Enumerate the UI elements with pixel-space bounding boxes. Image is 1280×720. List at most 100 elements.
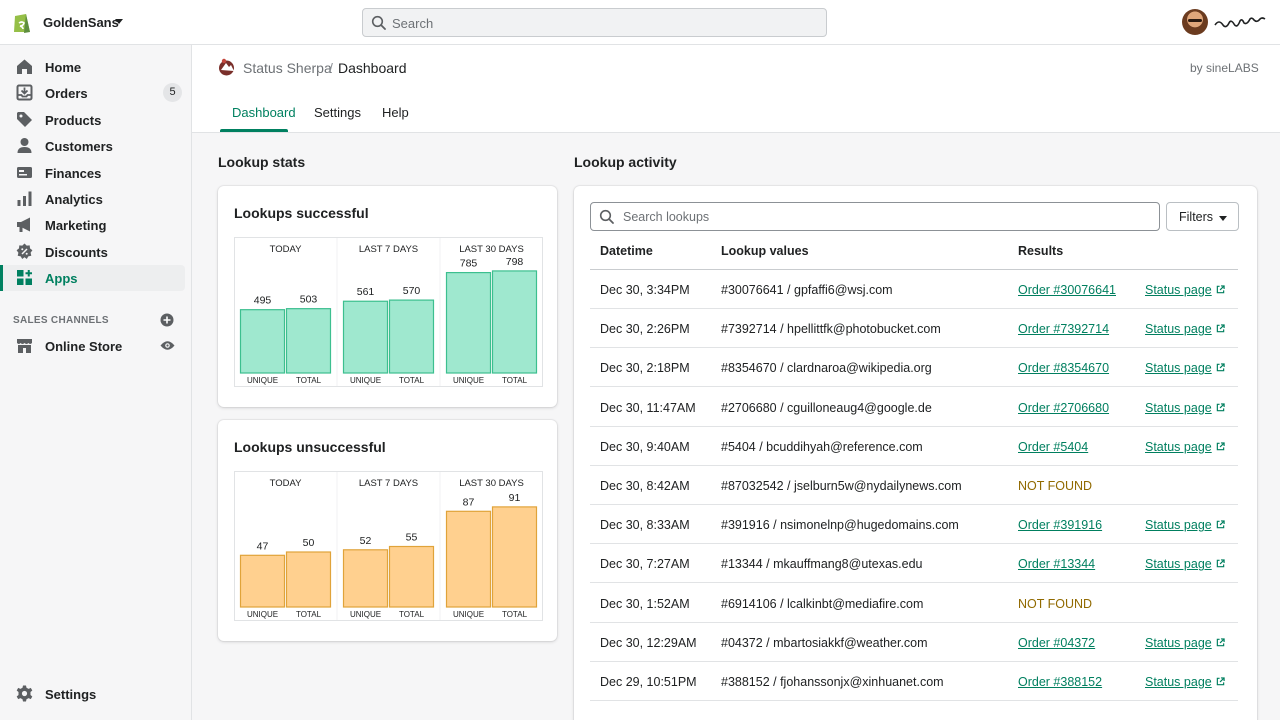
row-datetime: Dec 30, 2:26PM <box>600 322 690 337</box>
chart-bar <box>239 309 286 374</box>
status-page-link[interactable]: Status page <box>1145 361 1225 375</box>
sidebar-item-online-store[interactable]: Online Store <box>0 333 185 359</box>
chart-bar <box>491 270 538 374</box>
bar-category-label: UNIQUE <box>247 610 278 619</box>
column-header-results[interactable]: Results <box>1018 244 1064 258</box>
table-header: Datetime Lookup values Results <box>590 232 1238 270</box>
order-link[interactable]: Order #8354670 <box>1018 361 1110 376</box>
status-page-link[interactable]: Status page <box>1145 401 1225 415</box>
bar-category-label: TOTAL <box>296 610 322 619</box>
shopify-bag-icon[interactable] <box>12 11 32 34</box>
status-page-label: Status page <box>1145 635 1212 650</box>
status-page-link[interactable]: Status page <box>1145 283 1225 297</box>
table-row: Dec 30, 2:26PM #7392714 / hpellittfk@phot… <box>590 309 1238 349</box>
external-link-icon <box>1216 402 1225 411</box>
bar-value-label: 561 <box>357 286 375 298</box>
lookup-search-field[interactable]: Search lookups <box>590 202 1160 231</box>
tab-help[interactable]: Help <box>382 105 409 120</box>
page-title: Dashboard <box>338 60 407 76</box>
sidebar-item-analytics[interactable]: Analytics <box>0 186 185 212</box>
column-header-datetime[interactable]: Datetime <box>600 244 653 258</box>
gear-icon <box>16 685 33 702</box>
avatar[interactable] <box>1182 9 1208 35</box>
order-link[interactable]: Order #13344 <box>1018 557 1096 572</box>
lookups-unsuccessful-card: Lookups unsuccessful TODAY 47 UNIQUE 50 TOTA… <box>218 420 557 641</box>
sidebar-item-customers[interactable]: Customers <box>0 133 185 159</box>
table-row: Dec 30, 12:29AM #04372 / mbartosiakkf@wea… <box>590 623 1238 662</box>
add-channel-icon[interactable] <box>160 313 174 327</box>
bar-value-label: 570 <box>403 285 421 297</box>
status-page-link[interactable]: Status page <box>1145 636 1225 650</box>
filters-button[interactable]: Filters <box>1166 202 1239 231</box>
chart-title: Lookups unsuccessful <box>234 439 386 455</box>
search-input[interactable]: Search <box>392 16 434 31</box>
status-page-link[interactable]: Status page <box>1145 518 1225 532</box>
bar-value-label: 785 <box>460 258 478 270</box>
lookups-unsuccessful-chart: TODAY 47 UNIQUE 50 TOTAL LAST 7 DAYS 52 UNIQUE 5… <box>234 471 543 621</box>
signature-icon <box>1214 17 1266 28</box>
sidebar-item-finances[interactable]: Finances <box>0 160 185 186</box>
orders-count-badge: 5 <box>163 83 182 102</box>
sidebar-item-orders[interactable]: Orders 5 <box>0 80 185 106</box>
sidebar-item-home[interactable]: Home <box>0 54 185 80</box>
row-lookup-value: #5404 / bcuddihyah@reference.com <box>721 439 923 454</box>
sidebar-item-products[interactable]: Products <box>0 107 185 133</box>
row-lookup-value: #7392714 / hpellittfk@photobucket.com <box>721 322 941 337</box>
table-row: Dec 30, 1:52AM #6914106 / lcalkinbt@media… <box>590 584 1238 623</box>
store-name[interactable]: GoldenSans <box>43 15 119 30</box>
chart-bar <box>445 271 492 374</box>
tab-settings[interactable]: Settings <box>314 105 361 120</box>
discount-icon <box>16 243 33 259</box>
row-lookup-value: #04372 / mbartosiakkf@weather.com <box>721 635 928 650</box>
external-link-icon <box>1216 520 1225 529</box>
sidebar-item-marketing[interactable]: Marketing <box>0 212 185 238</box>
status-page-link[interactable]: Status page <box>1145 440 1225 454</box>
bar-value-label: 50 <box>303 537 315 549</box>
status-page-label: Status page <box>1145 518 1212 533</box>
status-page-label: Status page <box>1145 557 1212 572</box>
lookups-successful-chart: TODAY 495 UNIQUE 503 TOTAL LAST 7 DAYS 561 UNIQ… <box>234 237 543 387</box>
sidebar-item-apps[interactable]: Apps <box>0 265 185 291</box>
sidebar-item-label: Marketing <box>45 218 107 233</box>
table-row: Dec 30, 2:18PM #8354670 / clardnaroa@wiki… <box>590 348 1238 388</box>
row-datetime: Dec 30, 3:34PM <box>600 283 690 297</box>
status-page-link[interactable]: Status page <box>1145 675 1225 689</box>
order-link[interactable]: Order #7392714 <box>1018 322 1110 337</box>
global-search[interactable]: Search <box>362 8 827 37</box>
row-datetime: Dec 30, 7:27AM <box>600 557 690 572</box>
column-header-lookup-values[interactable]: Lookup values <box>721 244 809 258</box>
row-datetime: Dec 30, 1:52AM <box>600 596 690 611</box>
status-page-link[interactable]: Status page <box>1145 557 1225 571</box>
sidebar-item-discounts[interactable]: Discounts <box>0 239 185 265</box>
tab-dashboard[interactable]: Dashboard <box>232 105 296 120</box>
order-link[interactable]: Order #388152 <box>1018 675 1103 689</box>
status-page-label: Status page <box>1145 283 1212 297</box>
chart-frame <box>234 237 543 387</box>
sidebar-item-label: Finances <box>45 166 102 181</box>
row-lookup-value: #30076641 / gpfaffi6@wsj.com <box>721 283 893 297</box>
chevron-down-icon[interactable] <box>115 19 123 24</box>
chart-bar <box>285 551 332 608</box>
order-link[interactable]: Order #2706680 <box>1018 400 1110 415</box>
bar-value-label: 495 <box>254 295 272 307</box>
breadcrumb-app[interactable]: Status Sherpa <box>243 60 332 76</box>
chart-bar <box>342 300 389 374</box>
chart-bar <box>342 549 389 608</box>
bar-category-label: TOTAL <box>502 610 528 619</box>
sidebar-item-label: Online Store <box>45 339 123 354</box>
order-link[interactable]: Order #30076641 <box>1018 283 1116 297</box>
status-page-link[interactable]: Status page <box>1145 322 1225 336</box>
order-link[interactable]: Order #5404 <box>1018 439 1089 454</box>
bar-category-label: TOTAL <box>502 376 528 385</box>
table-row: Dec 30, 8:42AM #87032542 / jselburn5w@nyd… <box>590 466 1238 505</box>
eye-icon[interactable] <box>160 340 175 351</box>
bar-category-label: UNIQUE <box>453 376 484 385</box>
order-link[interactable]: Order #04372 <box>1018 635 1096 650</box>
row-datetime: Dec 30, 8:33AM <box>600 518 690 533</box>
sidebar-item-settings[interactable]: Settings <box>0 681 185 707</box>
order-link[interactable]: Order #391916 <box>1018 518 1103 533</box>
lookup-activity-heading: Lookup activity <box>574 154 677 170</box>
lookup-search-input[interactable]: Search lookups <box>623 210 710 224</box>
row-lookup-value: #87032542 / jselburn5w@nydailynews.com <box>721 479 962 493</box>
row-datetime: Dec 30, 8:42AM <box>600 479 690 493</box>
